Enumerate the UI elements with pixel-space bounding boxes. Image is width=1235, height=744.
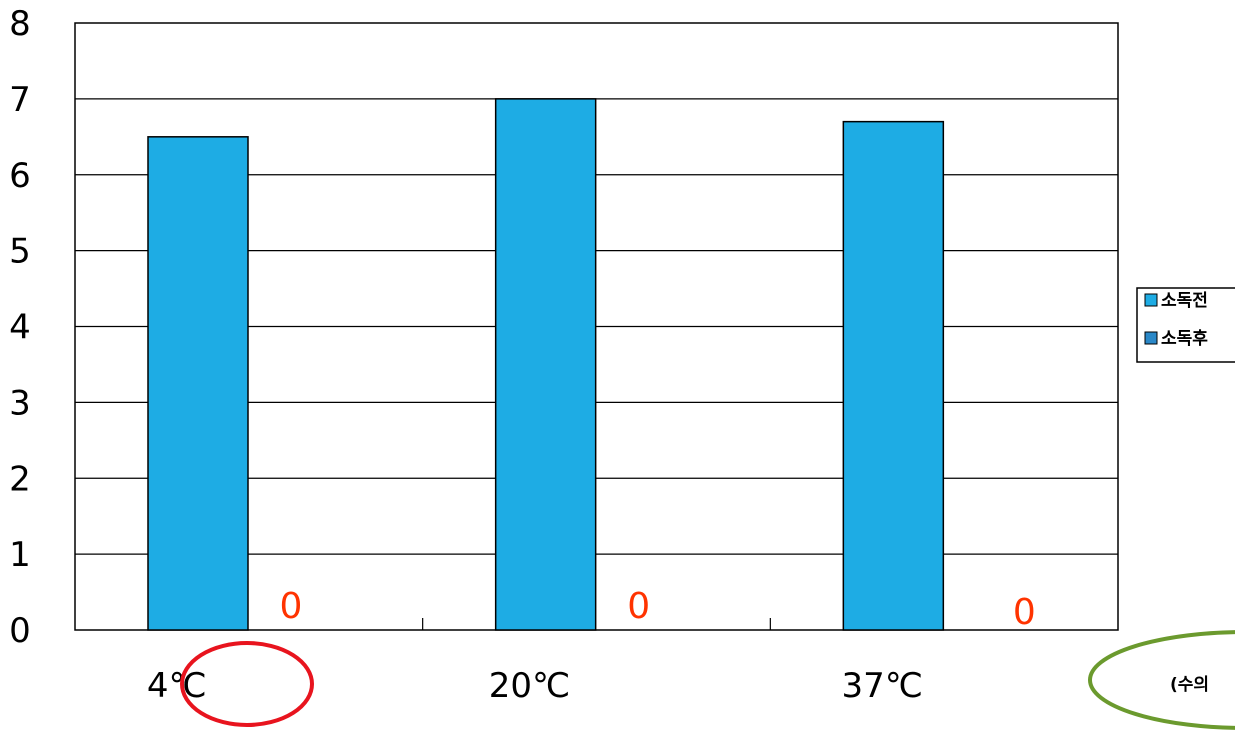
- bars: [147, 98, 945, 631]
- y-tick-label: 7: [9, 80, 31, 120]
- note-ellipse: [1088, 630, 1235, 730]
- annotations: (수의: [180, 630, 1235, 730]
- data-label: 0: [280, 586, 303, 627]
- legend-label: 소독전: [1161, 291, 1208, 311]
- bar-before: [147, 136, 249, 631]
- y-tick-label: 1: [9, 535, 31, 575]
- y-tick-label: 8: [9, 4, 31, 44]
- bar-before: [494, 98, 597, 631]
- y-tick-label: 0: [9, 611, 31, 651]
- data-label: 0: [627, 586, 650, 627]
- y-tick-label: 5: [9, 232, 31, 272]
- category-label: 37℃: [841, 666, 922, 706]
- legend-swatch: [1144, 293, 1158, 307]
- highlight-circle: [180, 641, 314, 727]
- bar-before: [842, 120, 945, 631]
- x-axis-categories: 4℃ 20℃ 37℃: [147, 666, 923, 706]
- y-tick-label: 3: [9, 383, 31, 423]
- note-text: (수의: [1170, 675, 1209, 695]
- y-tick-label: 6: [9, 156, 31, 196]
- legend-label: 소독후: [1161, 328, 1208, 349]
- category-label: 4℃: [147, 666, 207, 706]
- y-tick-label: 2: [9, 459, 31, 499]
- category-label: 20℃: [489, 666, 570, 706]
- y-tick-label: 4: [9, 308, 31, 348]
- y-axis-ticks: 0 1 2 3 4 5 6 7 8: [9, 4, 31, 651]
- data-label: 0: [1013, 592, 1036, 633]
- gridlines: [74, 22, 1119, 631]
- data-labels: 0 0 0: [280, 586, 1036, 633]
- legend-swatch: [1144, 331, 1158, 345]
